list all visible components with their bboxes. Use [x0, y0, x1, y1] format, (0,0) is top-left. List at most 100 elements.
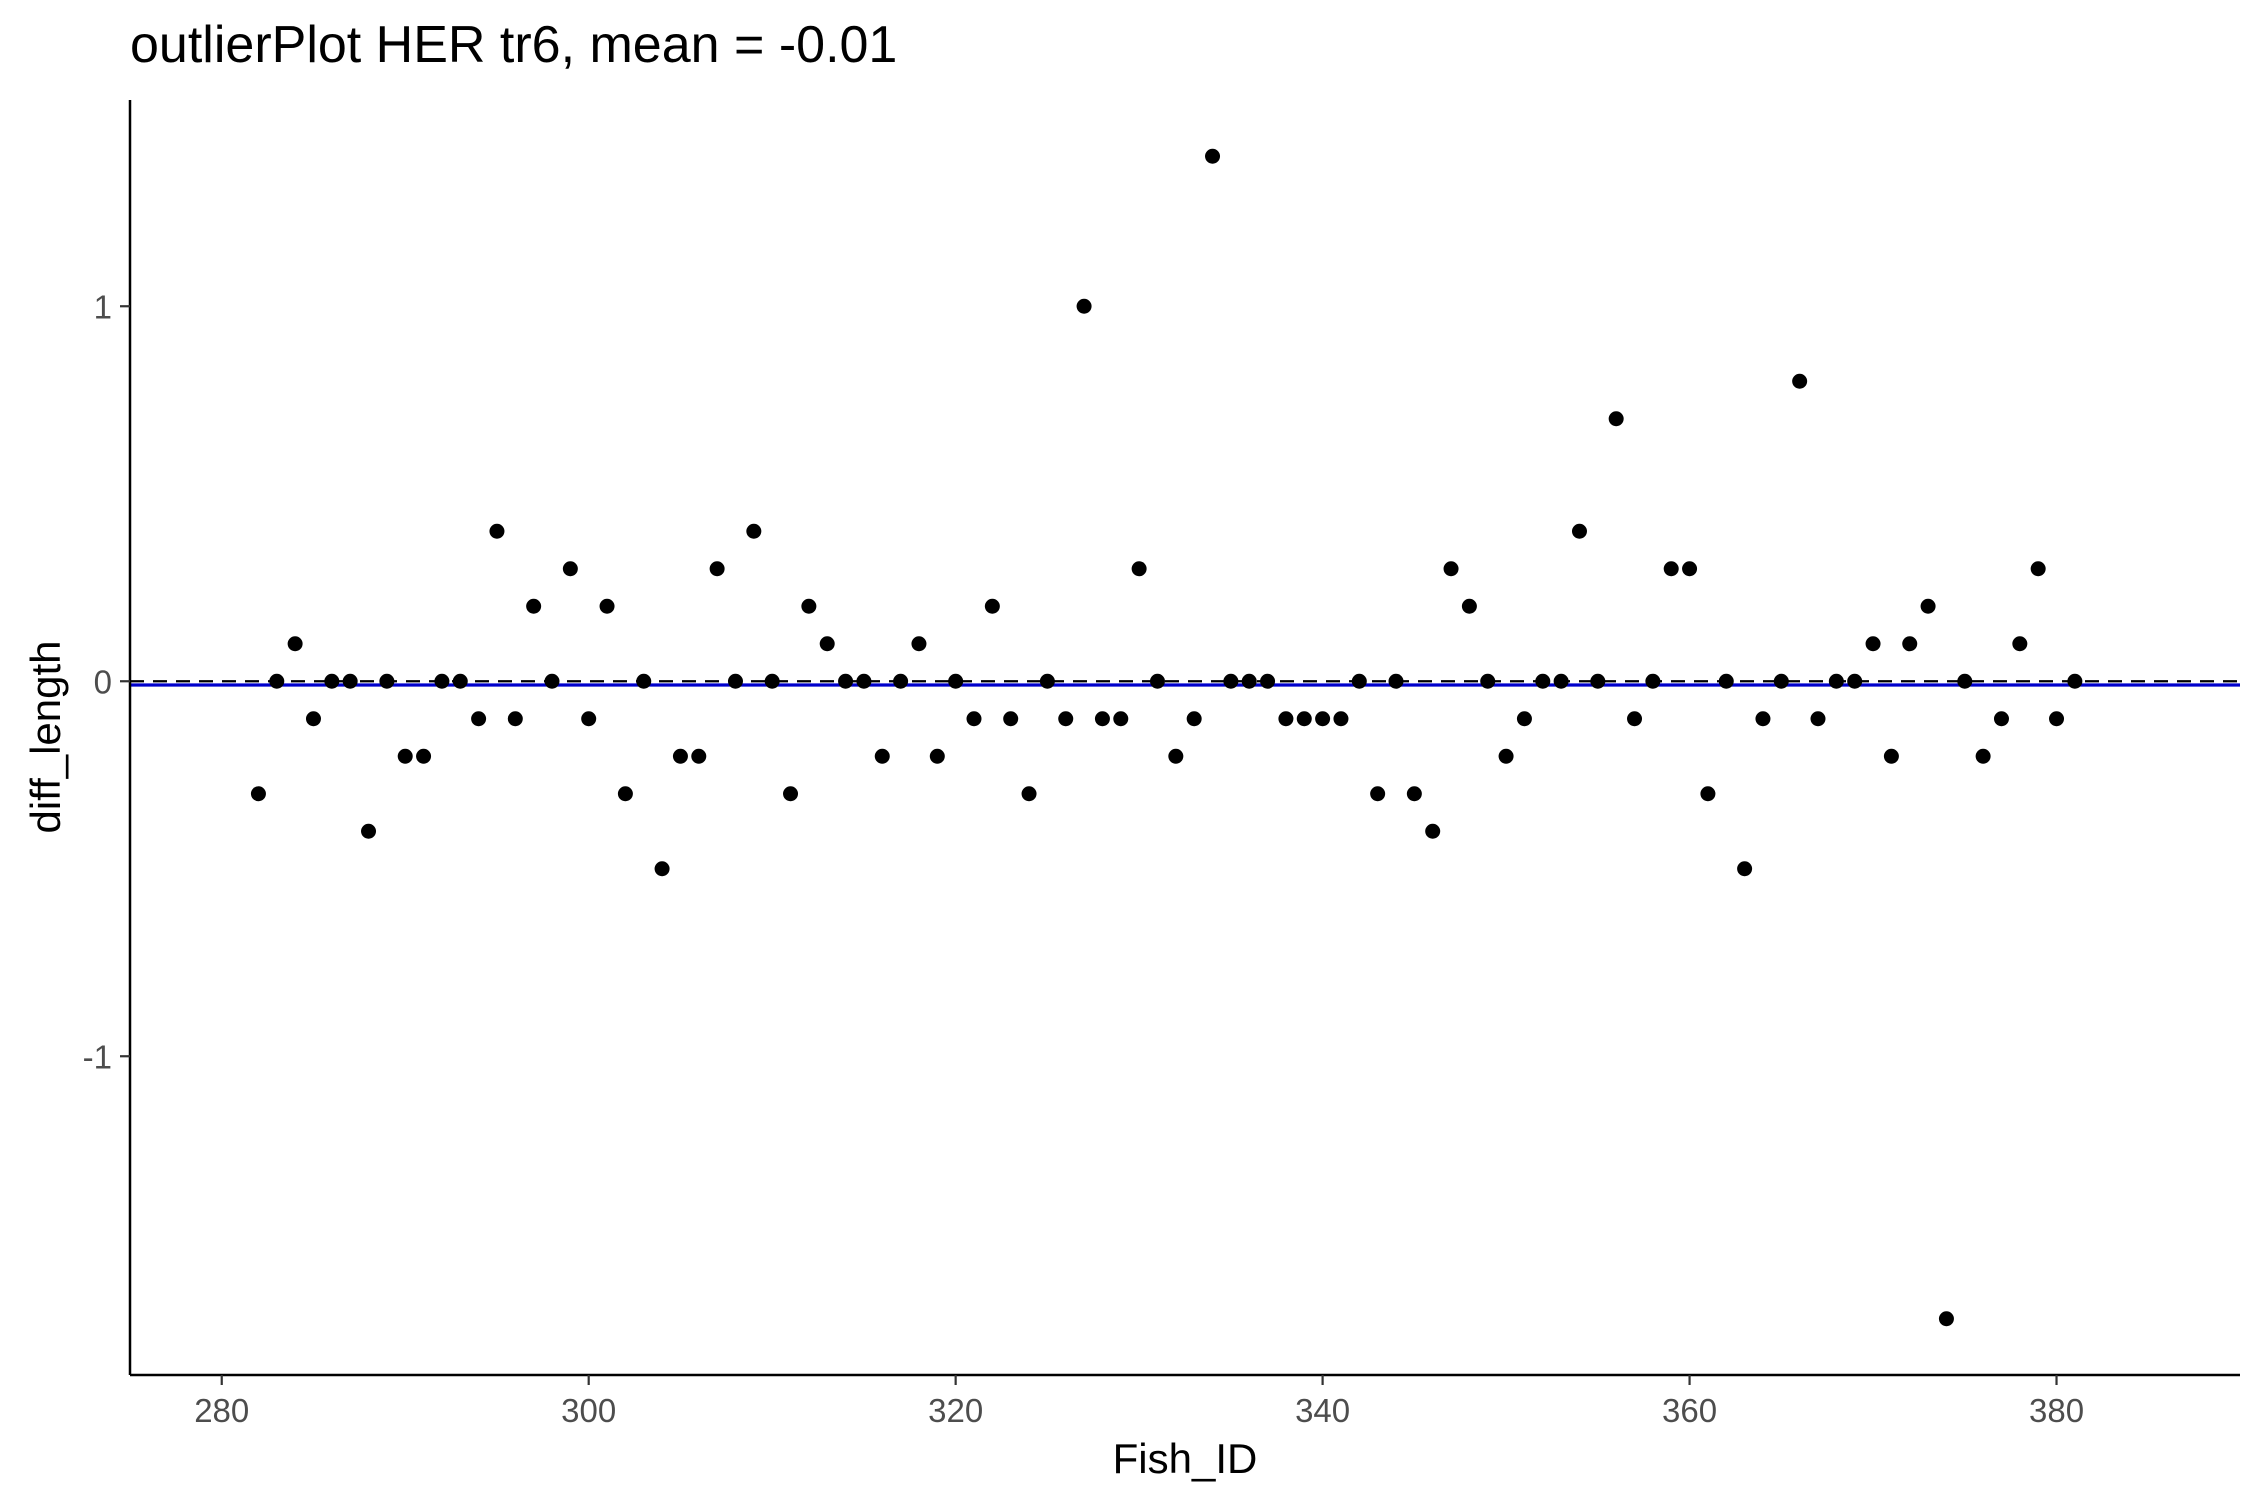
data-point — [471, 711, 487, 727]
data-point — [1773, 673, 1789, 689]
data-point — [434, 673, 450, 689]
data-point — [893, 673, 909, 689]
data-point — [2012, 636, 2028, 652]
data-point — [1021, 786, 1037, 802]
data-point — [1682, 561, 1698, 577]
data-point — [342, 673, 358, 689]
data-point — [801, 598, 817, 614]
data-point — [1957, 673, 1973, 689]
data-point — [361, 823, 377, 839]
data-point — [1094, 711, 1110, 727]
x-tick-label: 380 — [2029, 1392, 2084, 1429]
data-point — [984, 598, 1000, 614]
data-point — [2067, 673, 2083, 689]
data-point — [379, 673, 395, 689]
x-tick-label: 320 — [928, 1392, 983, 1429]
data-point — [1938, 1311, 1954, 1327]
data-point — [874, 748, 890, 764]
data-point — [1847, 673, 1863, 689]
data-point — [1810, 711, 1826, 727]
y-tick-label: 0 — [94, 663, 112, 700]
data-point — [1608, 411, 1624, 427]
data-point — [1737, 861, 1753, 877]
data-point — [324, 673, 340, 689]
data-point — [599, 598, 615, 614]
data-point — [1920, 598, 1936, 614]
x-tick-label: 280 — [194, 1392, 249, 1429]
x-tick-label: 300 — [561, 1392, 616, 1429]
data-point — [1902, 636, 1918, 652]
data-point — [489, 523, 505, 539]
data-point — [617, 786, 633, 802]
data-point — [764, 673, 780, 689]
data-point — [783, 786, 799, 802]
data-point — [1278, 711, 1294, 727]
chart-title: outlierPlot HER tr6, mean = -0.01 — [130, 16, 897, 74]
data-point — [1700, 786, 1716, 802]
data-point — [581, 711, 597, 727]
data-point — [2049, 711, 2065, 727]
data-point — [1792, 373, 1808, 389]
data-point — [1370, 786, 1386, 802]
data-point — [672, 748, 688, 764]
data-point — [1315, 711, 1331, 727]
data-point — [1039, 673, 1055, 689]
data-point — [1296, 711, 1312, 727]
data-point — [1186, 711, 1202, 727]
data-point — [1425, 823, 1441, 839]
data-point — [269, 673, 285, 689]
data-point — [856, 673, 872, 689]
data-point — [654, 861, 670, 877]
data-point — [1260, 673, 1276, 689]
y-axis-title: diff_length — [22, 640, 69, 833]
data-point — [948, 673, 964, 689]
data-point — [1406, 786, 1422, 802]
data-point — [819, 636, 835, 652]
data-point — [397, 748, 413, 764]
data-point — [838, 673, 854, 689]
data-point — [1480, 673, 1496, 689]
x-tick-label: 360 — [1662, 1392, 1717, 1429]
axes: 280 300 320 340 360 380 -1 0 1 — [83, 100, 2240, 1429]
data-point — [1516, 711, 1532, 727]
data-point — [1241, 673, 1257, 689]
data-point — [1058, 711, 1074, 727]
data-point — [929, 748, 945, 764]
y-tick-label: 1 — [94, 288, 112, 325]
data-point — [1003, 711, 1019, 727]
data-point — [1663, 561, 1679, 577]
data-point — [1535, 673, 1551, 689]
data-point — [1333, 711, 1349, 727]
data-point — [1149, 673, 1165, 689]
data-point — [250, 786, 266, 802]
data-point — [1205, 148, 1221, 164]
data-point — [416, 748, 432, 764]
data-point — [1223, 673, 1239, 689]
data-point — [526, 598, 542, 614]
data-point — [1828, 673, 1844, 689]
data-point — [727, 673, 743, 689]
data-point — [1076, 298, 1092, 314]
plot-area — [130, 148, 2240, 1327]
data-point — [1388, 673, 1404, 689]
data-point — [1571, 523, 1587, 539]
data-point — [911, 636, 927, 652]
data-point — [1627, 711, 1643, 727]
data-point — [1461, 598, 1477, 614]
data-point — [1755, 711, 1771, 727]
data-point — [287, 636, 303, 652]
data-point — [562, 561, 578, 577]
data-point — [1498, 748, 1514, 764]
data-point — [1993, 711, 2009, 727]
data-point — [1645, 673, 1661, 689]
data-point — [452, 673, 468, 689]
data-point — [1113, 711, 1129, 727]
data-point — [1168, 748, 1184, 764]
data-point — [1975, 748, 1991, 764]
data-point — [1865, 636, 1881, 652]
data-point — [1351, 673, 1367, 689]
data-point — [691, 748, 707, 764]
data-point — [709, 561, 725, 577]
